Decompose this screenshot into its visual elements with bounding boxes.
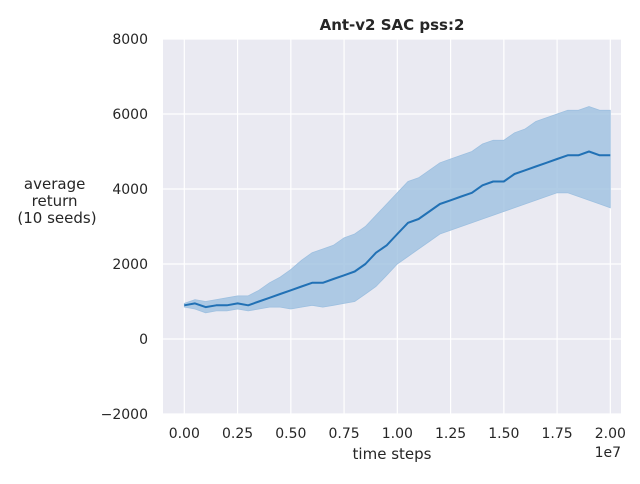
x-tick-label: 0.75 xyxy=(328,426,359,442)
confidence-band-layer xyxy=(183,106,611,314)
chart-title: Ant-v2 SAC pss:2 xyxy=(320,16,465,34)
x-tick-label: 2.00 xyxy=(595,426,626,442)
y-tick-label: 6000 xyxy=(112,107,148,123)
y-axis-label-line: return xyxy=(32,192,78,210)
grid xyxy=(163,38,621,415)
y-tick-label: 0 xyxy=(139,332,148,348)
x-axis-label: time steps xyxy=(353,445,432,463)
x-tick-label: 1.25 xyxy=(435,426,466,442)
confidence-band xyxy=(183,106,611,314)
y-axis-label-line: average xyxy=(24,175,85,193)
y-tick-label: −2000 xyxy=(101,407,148,423)
x-tick-label: 0.25 xyxy=(222,426,253,442)
y-axis-label-line: (10 seeds) xyxy=(17,209,96,227)
y-axis-label: average return (10 seeds) xyxy=(17,175,96,227)
x-tick-label: 1.00 xyxy=(382,426,413,442)
mean-return-line xyxy=(184,150,611,309)
y-tick-label: 8000 xyxy=(112,32,148,48)
mean-line-layer xyxy=(184,150,611,309)
x-tick-label: 0.00 xyxy=(169,426,200,442)
y-tick-label: 4000 xyxy=(112,182,148,198)
x-tick-label: 1.75 xyxy=(542,426,573,442)
x-tick-label: 0.50 xyxy=(275,426,306,442)
y-tick-label: 2000 xyxy=(112,257,148,273)
x-tick-label: 1.50 xyxy=(488,426,519,442)
y-tick-labels: −2000 0 2000 4000 6000 8000 xyxy=(101,32,148,423)
x-axis-offset-label: 1e7 xyxy=(595,445,621,461)
x-tick-labels: 0.00 0.25 0.50 0.75 1.00 1.25 1.50 1.75 2.00 xyxy=(169,426,626,442)
